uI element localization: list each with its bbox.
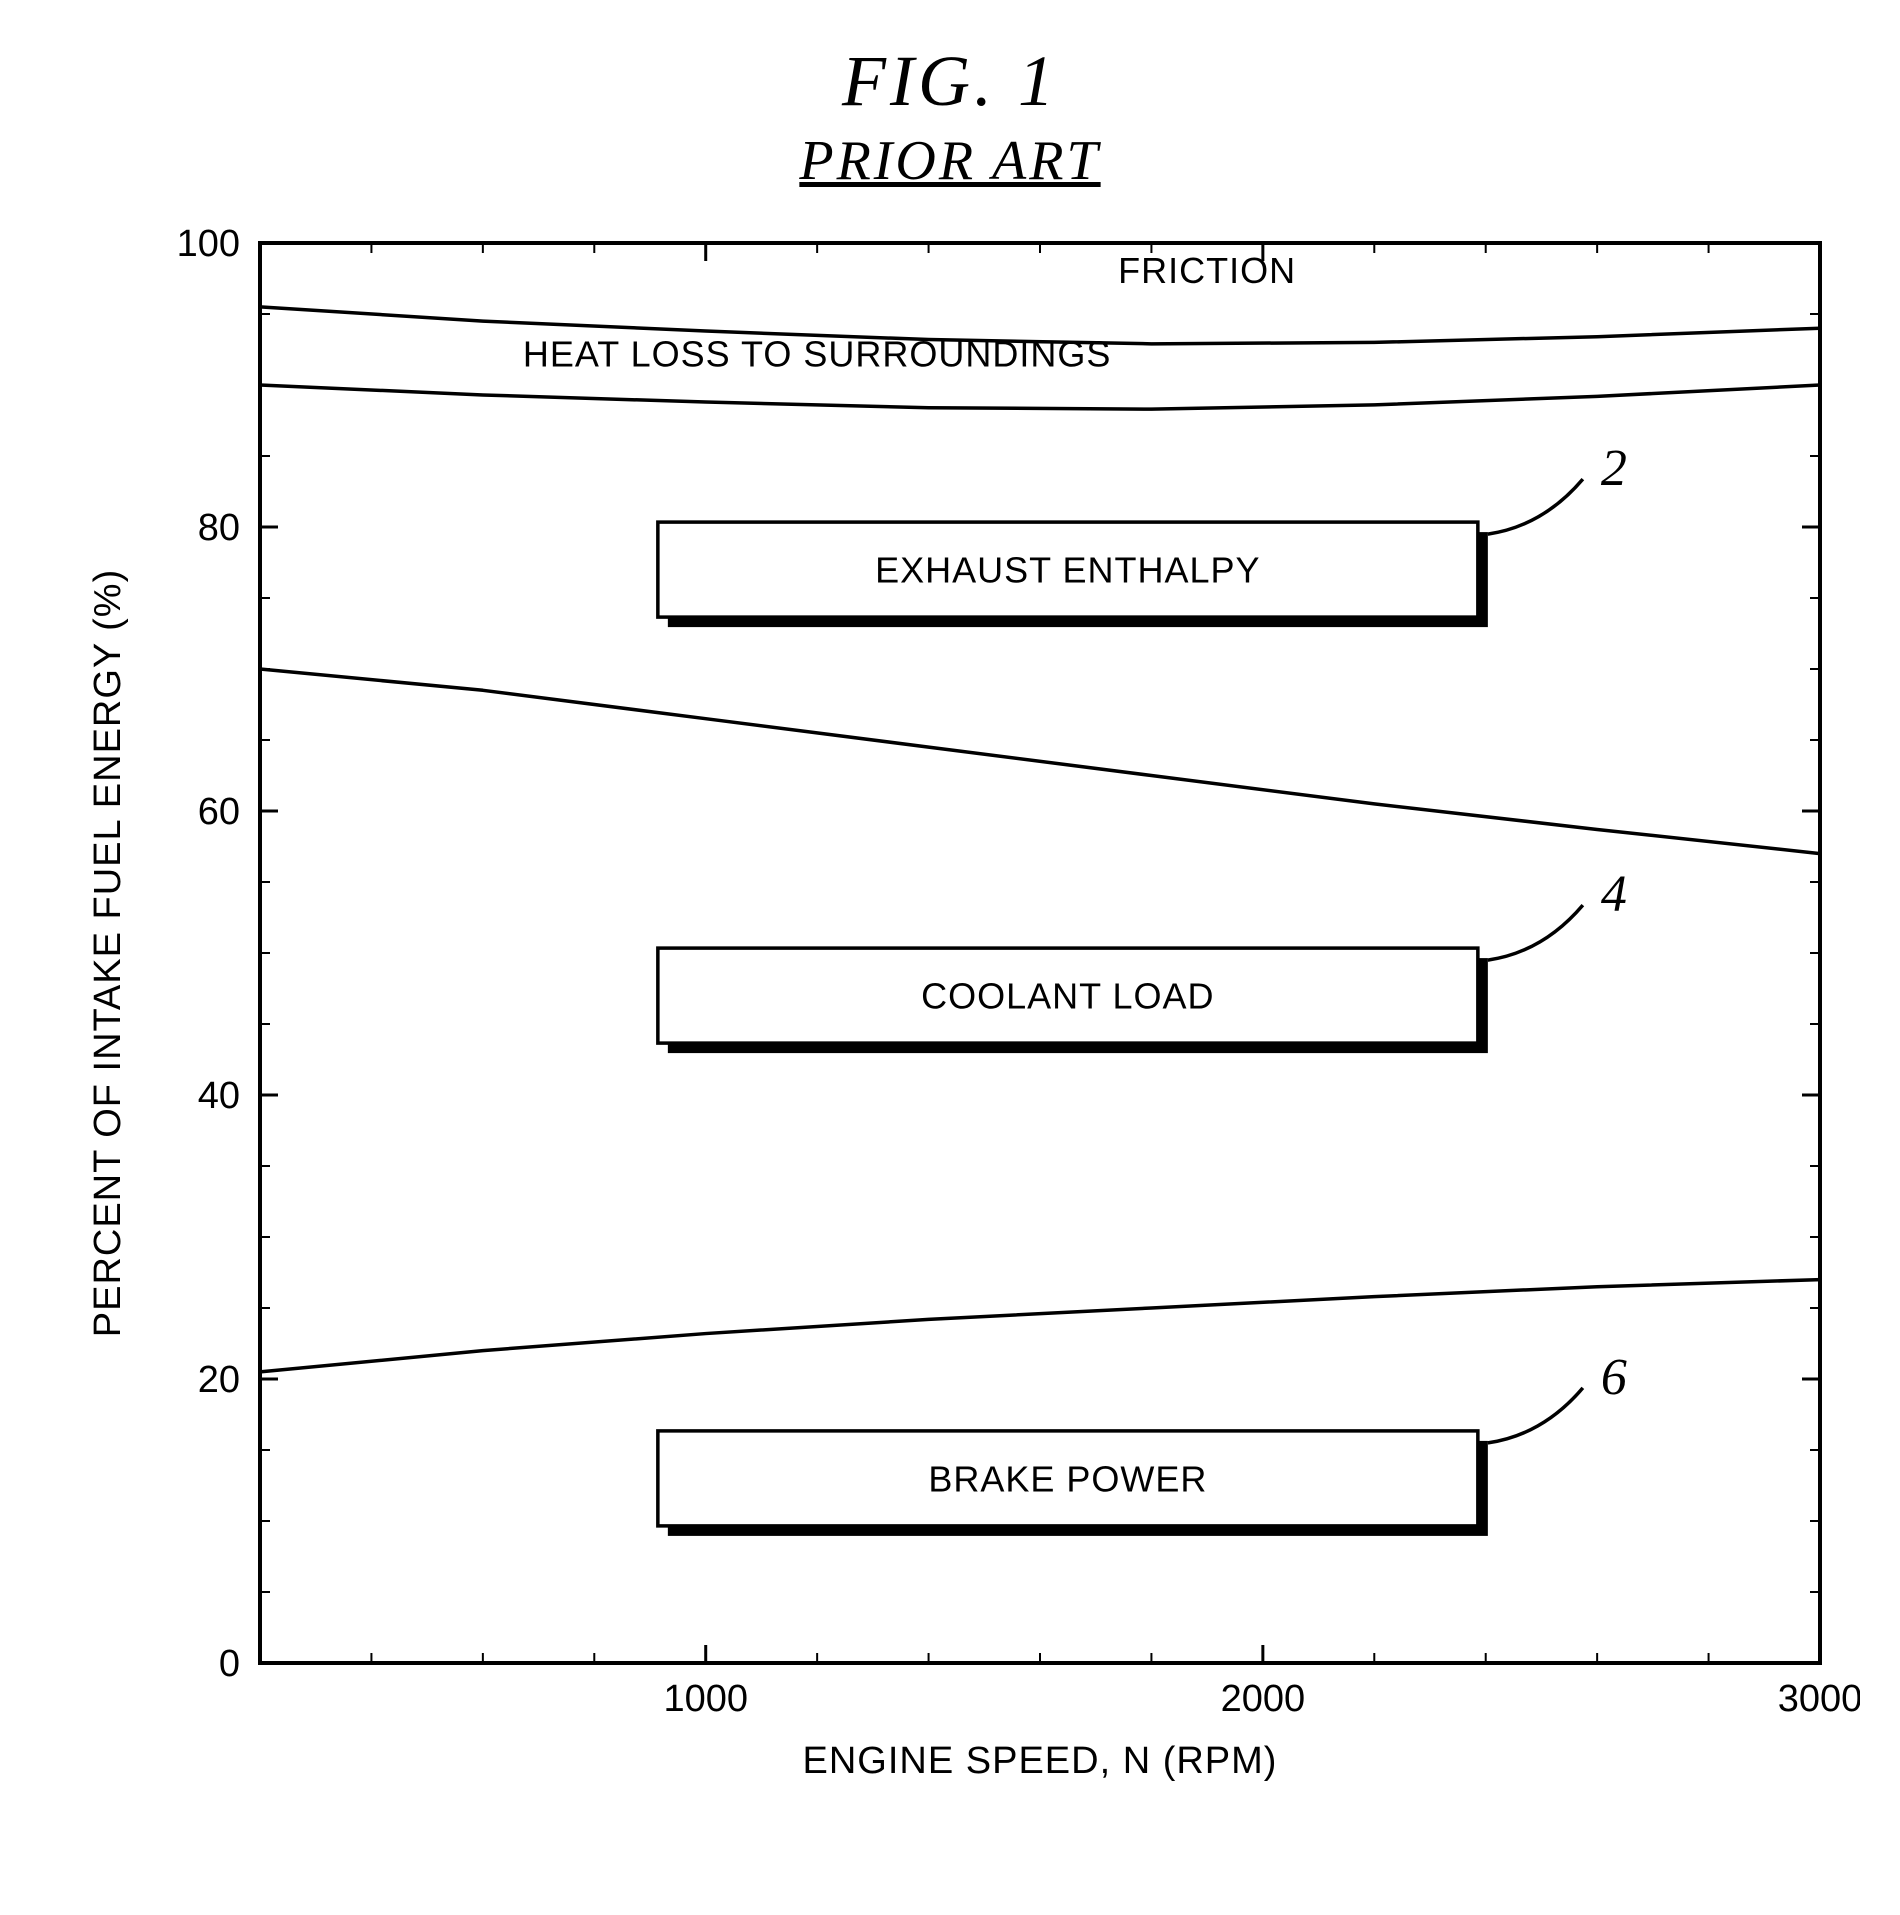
ytick-label: 0 xyxy=(219,1643,240,1685)
ytick-label: 80 xyxy=(198,507,240,549)
ytick-label: 40 xyxy=(198,1075,240,1117)
figure-title: FIG. 1 xyxy=(40,40,1860,123)
chart: 0 20 40 60 80 100 1000 2000 3000 ENGINE SPEED, N … xyxy=(40,223,1860,1863)
chart-svg: 0 20 40 60 80 100 1000 2000 3000 ENGINE SPEED, N … xyxy=(40,223,1860,1863)
label-box-text: COOLANT LOAD xyxy=(921,976,1214,1017)
region-label-heatloss: HEAT LOSS TO SURROUNDINGS xyxy=(523,334,1111,375)
figure-container: FIG. 1 PRIOR ART 0 20 40 60 80 100 1000 2000 300… xyxy=(40,40,1860,1863)
x-axis-label: ENGINE SPEED, N (RPM) xyxy=(803,1740,1278,1782)
ytick-label: 60 xyxy=(198,791,240,833)
xtick-label: 3000 xyxy=(1778,1678,1860,1720)
figure-subtitle: PRIOR ART xyxy=(40,129,1860,193)
callout-number: 6 xyxy=(1601,1349,1627,1406)
title-block: FIG. 1 PRIOR ART xyxy=(40,40,1860,193)
callout-number: 2 xyxy=(1601,440,1627,497)
y-axis-label: PERCENT OF INTAKE FUEL ENERGY (%) xyxy=(87,569,129,1338)
callout-number: 4 xyxy=(1601,866,1627,923)
xtick-label: 1000 xyxy=(663,1678,748,1720)
label-box-text: BRAKE POWER xyxy=(928,1458,1207,1499)
ytick-label: 20 xyxy=(198,1359,240,1401)
xtick-label: 2000 xyxy=(1221,1678,1306,1720)
region-label-friction: FRICTION xyxy=(1118,250,1296,291)
ytick-label: 100 xyxy=(177,223,240,265)
label-box-text: EXHAUST ENTHALPY xyxy=(875,550,1260,591)
